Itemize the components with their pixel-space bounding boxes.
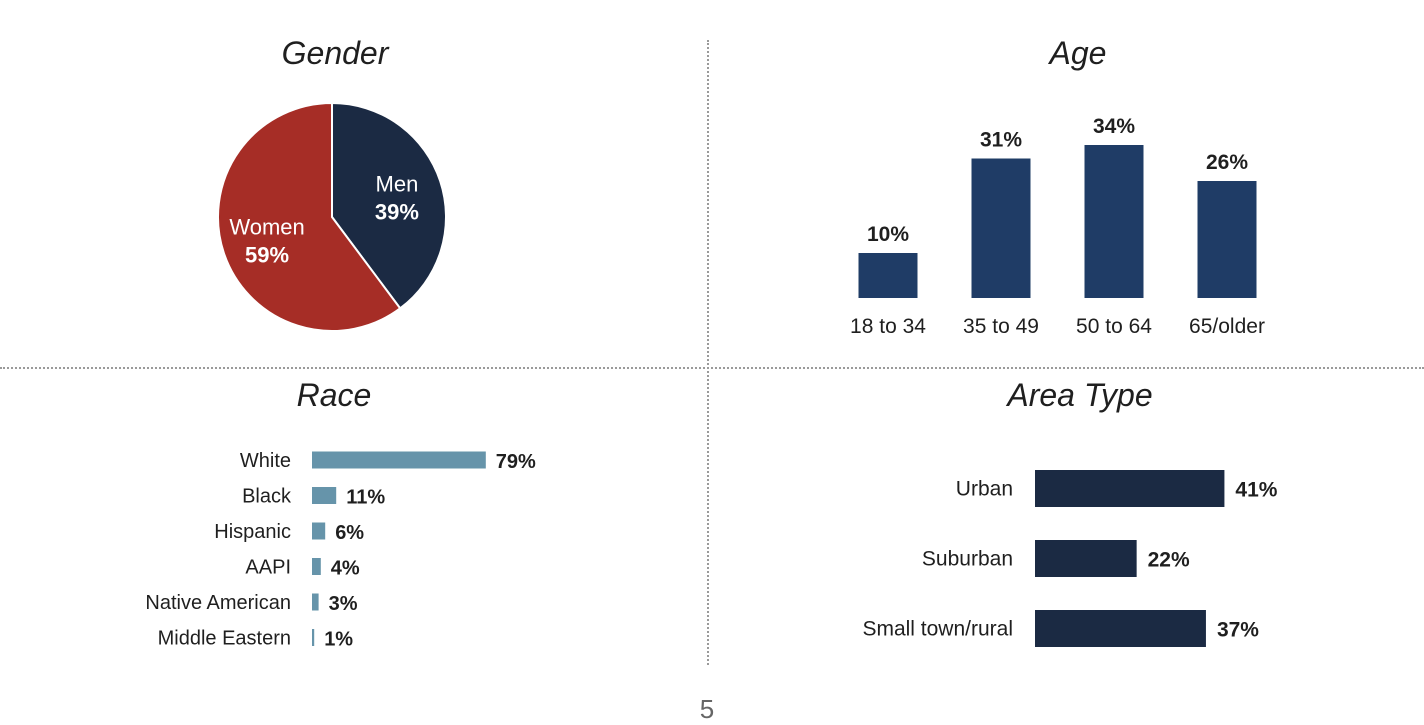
race-bar-black <box>312 487 337 504</box>
race-category-label: Black <box>242 486 292 508</box>
race-bar-native-american <box>312 593 319 611</box>
age-bar-18-to-34 <box>858 253 918 298</box>
area-bar-small-town-rural <box>1035 610 1206 647</box>
race-bar-chart: White 79% Black 11% Hispanic 6% AAPI 4% Native A… <box>145 450 536 651</box>
area-category-label: Urban <box>956 478 1013 501</box>
age-bar-chart: 10% 18 to 34 31% 35 to 49 34% 50 to 64 26% 65/o… <box>850 115 1265 338</box>
race-value-label: 4% <box>331 558 360 580</box>
area-bar-urban <box>1035 470 1225 507</box>
race-value-label: 3% <box>329 593 358 615</box>
area-category-label: Small town/rural <box>862 618 1013 641</box>
gender-pie-chart: Men 39% Women 59% <box>217 101 447 332</box>
area-category-label: Suburban <box>922 548 1013 571</box>
age-category-label: 35 to 49 <box>963 315 1039 338</box>
race-category-label: Native American <box>145 592 291 614</box>
age-value-label: 10% <box>867 223 909 246</box>
age-value-label: 26% <box>1206 151 1248 174</box>
pie-slice-men <box>331 101 447 310</box>
age-title: Age <box>1049 35 1107 71</box>
area-type-title: Area Type <box>1007 377 1153 413</box>
age-category-label: 65/older <box>1189 315 1265 338</box>
gender-title: Gender <box>281 35 389 71</box>
pie-label-women: Women <box>229 215 304 240</box>
horizontal-divider <box>0 367 1424 369</box>
age-value-label: 31% <box>980 129 1022 152</box>
race-category-label: White <box>240 450 291 472</box>
race-value-label: 79% <box>496 451 536 473</box>
pie-label-men: Men <box>376 171 419 196</box>
race-bar-hispanic <box>312 522 326 540</box>
age-category-label: 18 to 34 <box>850 315 926 338</box>
race-bar-white <box>312 451 486 469</box>
age-value-label: 34% <box>1093 115 1135 138</box>
race-category-label: AAPI <box>245 557 291 579</box>
race-value-label: 1% <box>324 629 353 651</box>
race-bar-middle-eastern <box>312 629 315 646</box>
pie-value-women: 59% <box>245 243 289 268</box>
race-bar-aapi <box>312 558 321 575</box>
area-value-label: 37% <box>1217 619 1259 642</box>
age-bar-35-to-49 <box>971 158 1031 298</box>
age-bar-65-older <box>1197 181 1257 298</box>
race-value-label: 6% <box>335 522 364 544</box>
page-number: 5 <box>699 694 715 724</box>
race-value-label: 11% <box>346 487 385 509</box>
pie-slice-women <box>217 101 402 332</box>
area-value-label: 41% <box>1235 479 1277 502</box>
race-title: Race <box>296 377 372 413</box>
vertical-divider <box>707 40 709 665</box>
area-type-bar-chart: Urban 41% Suburban 22% Small town/rural 37% <box>862 470 1278 647</box>
race-category-label: Hispanic <box>214 521 291 543</box>
race-category-label: Middle Eastern <box>158 628 291 650</box>
area-bar-suburban <box>1035 540 1137 577</box>
age-bar-50-to-64 <box>1084 145 1144 298</box>
age-category-label: 50 to 64 <box>1076 315 1152 338</box>
pie-value-men: 39% <box>375 199 419 224</box>
area-value-label: 22% <box>1148 549 1190 572</box>
